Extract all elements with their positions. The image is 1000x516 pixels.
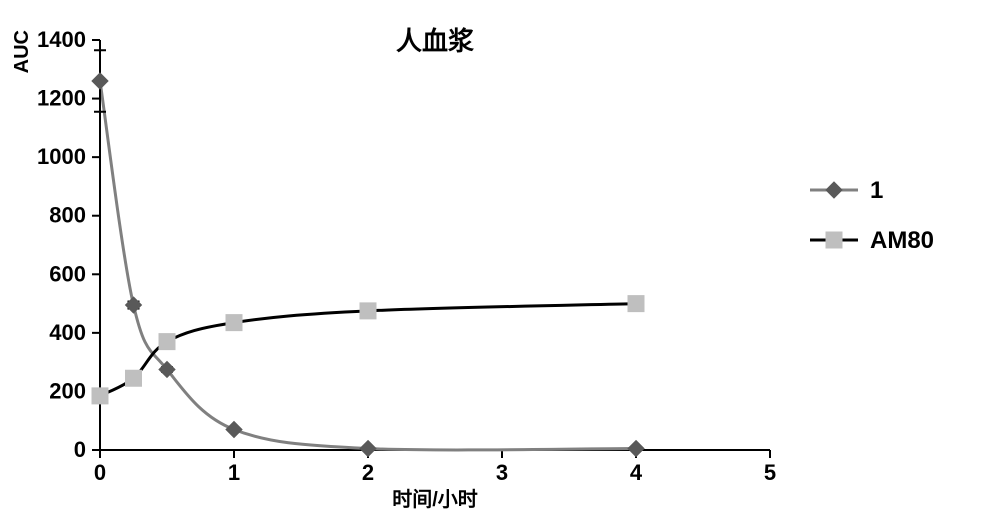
x-tick-label: 0 — [94, 460, 106, 485]
legend-label-AM80: AM80 — [870, 227, 934, 254]
marker-AM80 — [226, 315, 242, 331]
x-tick-label: 4 — [630, 460, 643, 485]
marker-AM80 — [92, 388, 108, 404]
legend-marker-1 — [826, 182, 842, 198]
chart-title: 人血浆 — [396, 26, 475, 56]
marker-AM80 — [360, 303, 376, 319]
chart-container: 0 1 2 3 4 5 0 200 400 600 800 1000 1200 1400 时间/小时 AUC 人… — [0, 0, 1000, 516]
marker-AM80 — [159, 334, 175, 350]
y-tick-label: 800 — [49, 203, 86, 228]
legend-marker-AM80 — [826, 232, 842, 248]
marker-1 — [226, 422, 242, 438]
marker-1 — [92, 73, 108, 89]
y-tick-label: 1400 — [37, 27, 86, 52]
legend-label-1: 1 — [870, 177, 883, 204]
marker-1 — [126, 297, 142, 313]
y-tick-label: 600 — [49, 261, 86, 286]
x-tick-label: 5 — [764, 460, 776, 485]
y-tick-label: 200 — [49, 378, 86, 403]
marker-1 — [360, 441, 376, 457]
marker-1 — [628, 441, 644, 457]
x-axis-title: 时间/小时 — [392, 488, 478, 511]
line-chart: 0 1 2 3 4 5 0 200 400 600 800 1000 1200 1400 时间/小时 AUC 人… — [0, 0, 1000, 516]
x-tick-label: 1 — [228, 460, 240, 485]
y-axis-title: AUC — [11, 30, 33, 73]
series-line-1 — [100, 81, 636, 450]
y-tick-label: 0 — [74, 437, 86, 462]
marker-AM80 — [628, 296, 644, 312]
y-tick-label: 1200 — [37, 86, 86, 111]
x-tick-label: 2 — [362, 460, 374, 485]
y-tick-label: 400 — [49, 320, 86, 345]
x-tick-label: 3 — [496, 460, 508, 485]
y-tick-label: 1000 — [37, 144, 86, 169]
marker-AM80 — [126, 370, 142, 386]
